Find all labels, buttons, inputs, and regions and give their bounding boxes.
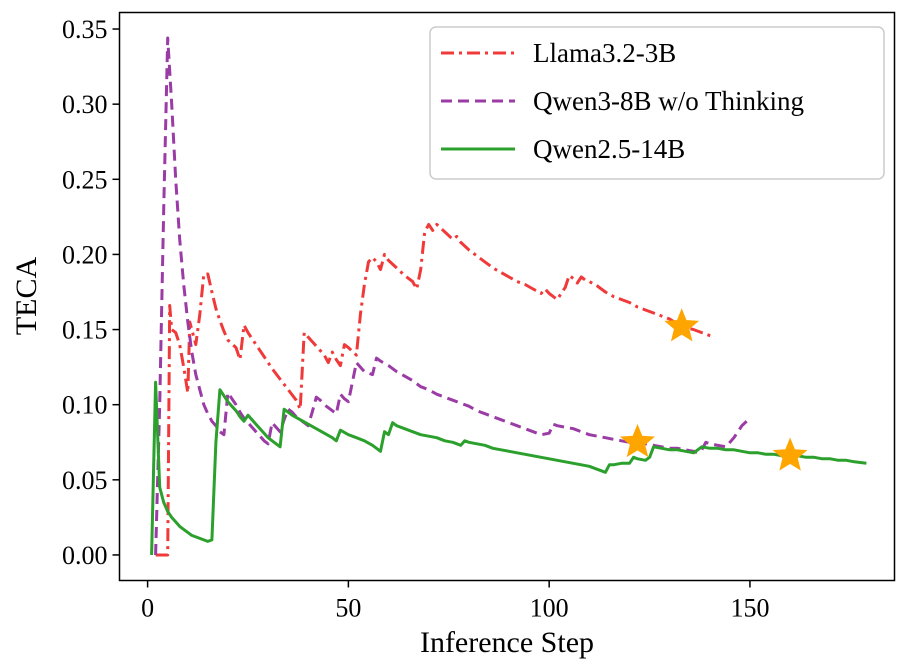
y-tick-label: 0.15 xyxy=(62,316,108,345)
legend-label-llama3-2-3b: Llama3.2-3B xyxy=(533,38,676,68)
x-tick-label: 100 xyxy=(530,594,569,623)
x-tick-label: 150 xyxy=(730,594,769,623)
series-line-qwen2-5-14b xyxy=(150,380,867,556)
y-tick-label: 0.30 xyxy=(62,90,108,119)
x-axis: 0 50 100 150 xyxy=(141,580,769,623)
legend-box xyxy=(429,26,885,180)
legend-label-qwen3-8b-w-o-thinking: Qwen3-8B w/o Thinking xyxy=(533,86,804,116)
legend-label-qwen2-5-14b: Qwen2.5-14B xyxy=(533,134,685,164)
y-tick-label: 0.35 xyxy=(62,15,108,44)
x-axis-label: Inference Step xyxy=(420,626,594,659)
legend: Llama3.2-3B Qwen3-8B w/o Thinking Qwen2.5-… xyxy=(429,26,885,180)
y-axis-label: TECA xyxy=(10,257,43,336)
y-tick-label: 0.20 xyxy=(62,240,108,269)
y-tick-label: 0.10 xyxy=(62,391,108,420)
x-tick-label: 50 xyxy=(335,594,361,623)
y-axis: 0.00 0.05 0.10 0.15 0.20 0.25 0.30 0.35 xyxy=(62,15,120,570)
x-tick-label: 0 xyxy=(141,594,154,623)
y-tick-label: 0.05 xyxy=(62,466,108,495)
plot-area xyxy=(150,36,867,557)
series-line-llama3-2-3b xyxy=(155,222,715,557)
plot-frame xyxy=(118,11,896,582)
y-tick-label: 0.25 xyxy=(62,165,108,194)
star-marker-2 xyxy=(620,423,655,458)
star-marker-1 xyxy=(664,308,700,342)
star-marker-3 xyxy=(772,437,808,471)
y-tick-label: 0.00 xyxy=(62,541,108,570)
